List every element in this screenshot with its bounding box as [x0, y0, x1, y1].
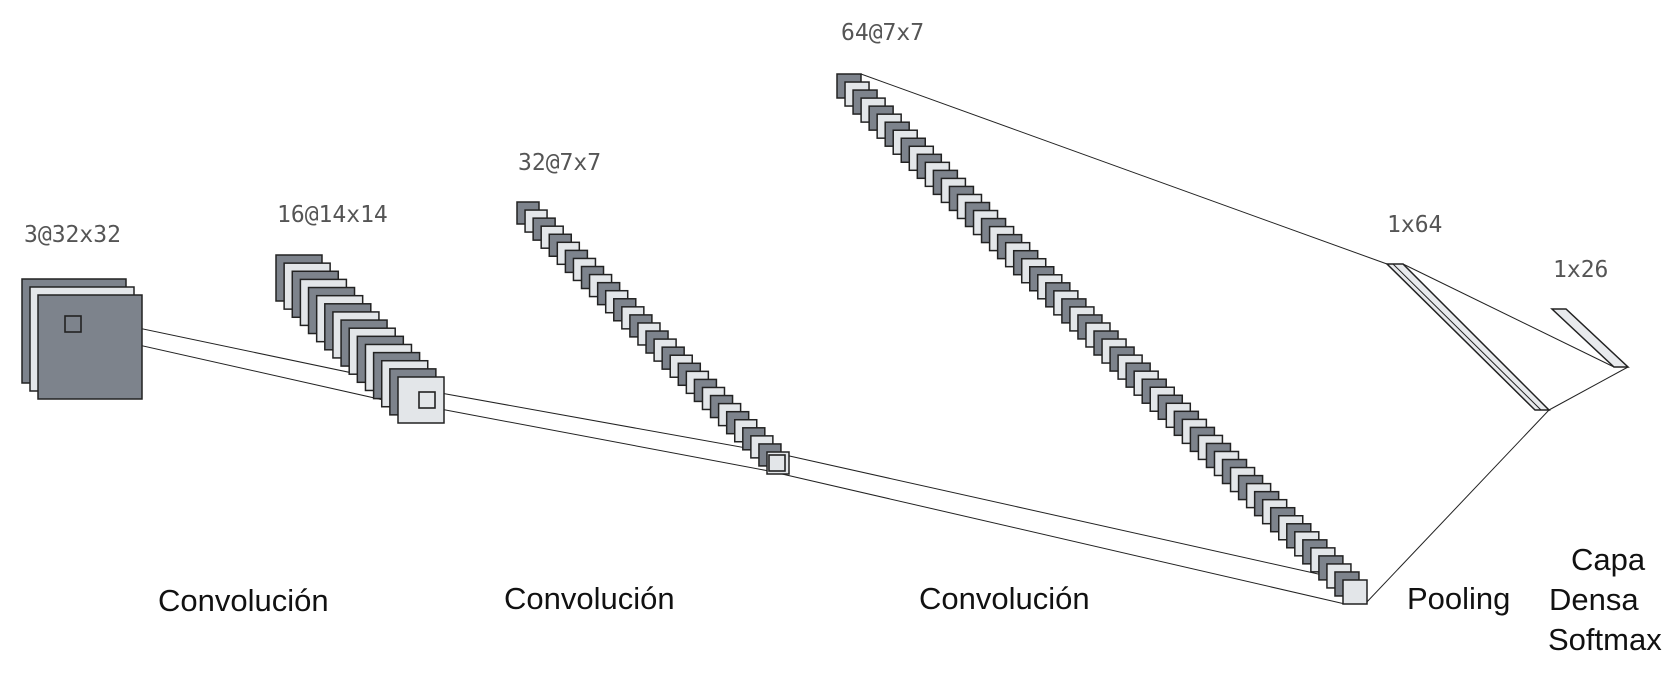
conv1-dims-label: 16@14x14	[277, 202, 388, 228]
conv2-kernel-box	[768, 454, 786, 472]
input-feature-maps	[21, 278, 143, 400]
pool-vector	[1385, 263, 1551, 411]
kernel-boxes	[64, 315, 786, 472]
input-feature-map	[37, 294, 143, 400]
conv3-feature-map	[1342, 579, 1368, 605]
pool-dims-label: 1x64	[1387, 212, 1442, 238]
conv1-kernel-box	[418, 391, 436, 409]
conv3-dims-label: 64@7x7	[841, 20, 924, 46]
conv1-feature-map	[397, 376, 445, 424]
dense-vector	[1550, 308, 1630, 368]
input-kernel-box	[64, 315, 82, 333]
conv2-feature-map	[766, 451, 790, 475]
dense-caption-line-2: Densa	[1549, 582, 1639, 617]
connection-lines	[80, 73, 1629, 605]
connection-line	[860, 73, 1388, 265]
connection-line	[784, 454, 1346, 581]
connection-line	[768, 470, 1346, 605]
conv2-caption: Convolución	[504, 581, 675, 616]
dense-caption-line-1: Capa	[1571, 542, 1646, 577]
connection-line	[1364, 409, 1550, 605]
conv1-caption: Convolución	[158, 583, 329, 618]
conv2-dims-label: 32@7x7	[518, 150, 601, 176]
conv3-feature-maps	[836, 73, 1368, 605]
dense-dims-label: 1x26	[1553, 257, 1608, 283]
dense-caption-line-3: Softmax	[1548, 622, 1662, 657]
conv1-feature-maps	[275, 254, 445, 424]
conv2-feature-maps	[516, 201, 790, 475]
connection-line	[434, 407, 770, 472]
conv3-caption: Convolución	[919, 581, 1090, 616]
connection-line	[1548, 366, 1629, 411]
connection-line	[434, 391, 786, 456]
input-dims-label: 3@32x32	[24, 222, 121, 248]
dense-vectors	[1385, 263, 1630, 411]
pool-vector-inner-line	[1392, 263, 1542, 411]
pool-caption: Pooling	[1407, 581, 1510, 616]
connection-line	[1402, 263, 1615, 368]
